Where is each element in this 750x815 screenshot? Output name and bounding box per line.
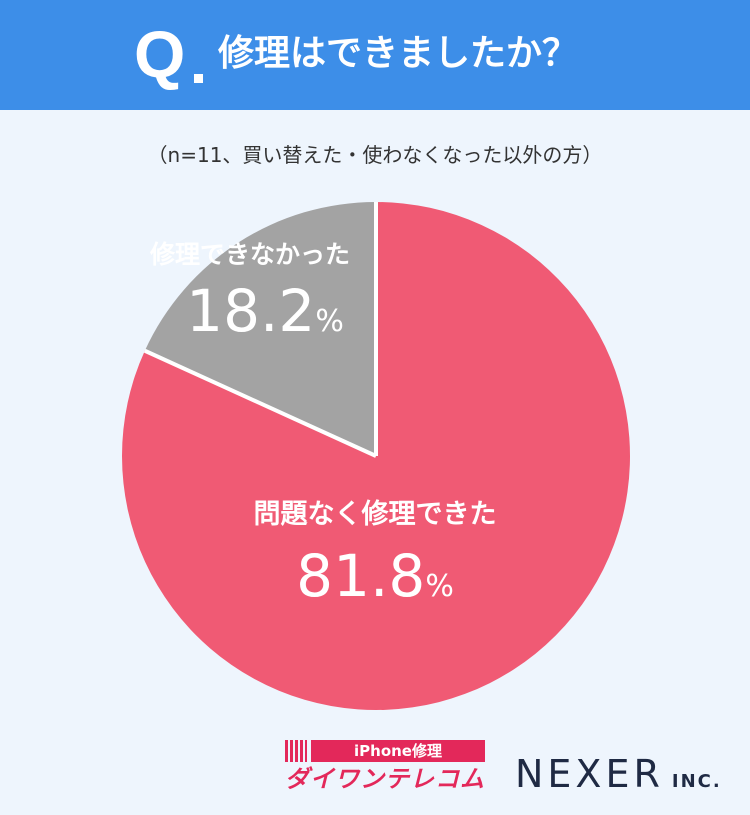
slice-label-not-repaired: 修理できなかった — [149, 240, 350, 269]
question-mark-q: Q — [134, 17, 186, 91]
pie-slices — [122, 202, 630, 710]
nexer-logo: NEXER INC. — [515, 752, 722, 796]
slice-value-repaired: 81.8% — [225, 540, 525, 623]
slice-value-not-repaired: 18.2% — [150, 275, 380, 358]
nexer-logo-sub: INC. — [671, 771, 722, 792]
question-title: 修理はできましたか？ — [218, 33, 579, 74]
daiwan-logo-bottom: ダイワンテレコム — [285, 765, 485, 793]
pie-separator-1 — [144, 348, 377, 458]
pie-slice-not-repaired — [144, 202, 376, 456]
q-dot — [194, 74, 203, 83]
slice-value-repaired-unit: % — [425, 569, 454, 604]
slice-value-not-repaired-number: 18.2 — [186, 277, 316, 345]
slice-label-repaired: 問題なく修理できた — [253, 499, 497, 530]
daiwan-logo-top: iPhone修理 — [311, 740, 485, 762]
slice-value-repaired-number: 81.8 — [296, 542, 426, 610]
nexer-logo-main: NEXER — [515, 752, 664, 796]
sample-note: （n=11、買い替えた・使わなくなった以外の方） — [147, 143, 603, 167]
daiwan-telecom-logo: iPhone修理 ダイワンテレコム — [285, 740, 485, 796]
question-header: Q 修理はできましたか？ — [0, 0, 750, 110]
daiwan-stripes — [285, 740, 307, 762]
slice-value-not-repaired-unit: % — [315, 304, 344, 339]
